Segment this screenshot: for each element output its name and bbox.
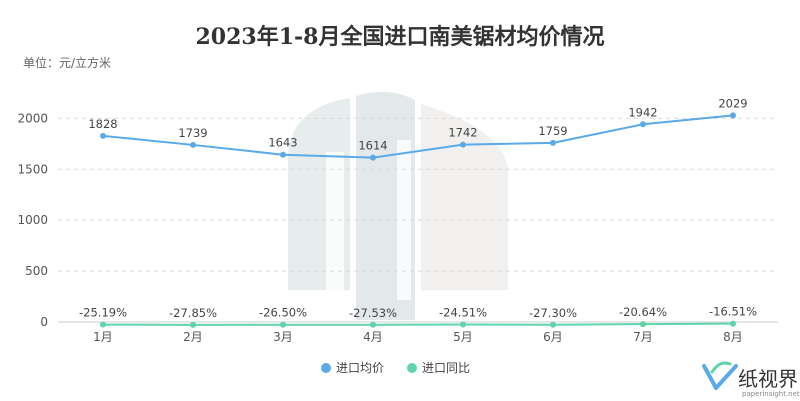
legend: 进口均价 进口同比 xyxy=(321,361,470,375)
y-tick-label: 1000 xyxy=(17,213,48,227)
legend-label-price[interactable]: 进口均价 xyxy=(336,361,384,375)
y-tick-label: 1500 xyxy=(17,162,48,176)
brand-logo-icon xyxy=(702,361,738,390)
data-point-price xyxy=(640,121,646,128)
x-tick-label: 8月 xyxy=(723,330,743,344)
data-point-yoy xyxy=(730,320,736,327)
data-point-yoy xyxy=(280,321,286,328)
data-label-price: 1942 xyxy=(628,105,657,119)
data-label-yoy: -16.51% xyxy=(709,305,757,319)
data-point-price xyxy=(100,132,106,139)
brand-url: paperinsight.net xyxy=(742,390,800,398)
x-tick-label: 4月 xyxy=(363,330,383,344)
series-line-yoy xyxy=(102,322,734,326)
data-point-price xyxy=(460,141,466,148)
legend-marker-price xyxy=(321,363,331,373)
data-point-yoy xyxy=(100,321,106,328)
data-point-yoy xyxy=(370,321,376,328)
data-label-yoy: -27.53% xyxy=(349,306,397,320)
grid-lines xyxy=(58,117,778,323)
data-label-price: 1828 xyxy=(88,117,117,131)
data-label-yoy: -25.19% xyxy=(79,306,127,320)
x-tick-label: 5月 xyxy=(453,330,473,344)
data-point-yoy xyxy=(550,321,556,328)
data-point-price xyxy=(550,139,556,146)
data-point-yoy xyxy=(190,321,196,328)
data-point-yoy xyxy=(640,321,646,328)
legend-marker-yoy xyxy=(407,363,417,373)
data-label-yoy: -24.51% xyxy=(439,305,487,319)
data-point-price xyxy=(190,141,196,148)
watermark-logo-icon xyxy=(288,91,508,320)
data-label-yoy: -27.30% xyxy=(529,306,577,320)
y-tick-label: 2000 xyxy=(17,111,48,125)
data-point-price xyxy=(730,112,736,119)
data-label-price: 1742 xyxy=(448,126,477,140)
series-line-price xyxy=(102,114,734,159)
y-axis-ticks: 0 500 1000 1500 2000 xyxy=(17,111,48,329)
data-label-price: 1614 xyxy=(358,139,387,153)
data-label-yoy: -20.64% xyxy=(619,305,667,319)
data-label-price: 1643 xyxy=(268,136,297,150)
x-tick-label: 1月 xyxy=(93,330,113,344)
data-label-price: 2029 xyxy=(718,96,747,110)
data-label-price: 1739 xyxy=(178,126,207,140)
x-axis-ticks: 1月 2月 3月 4月 5月 6月 7月 8月 xyxy=(93,330,743,344)
data-label-yoy: -27.85% xyxy=(169,306,217,320)
data-label-yoy: -26.50% xyxy=(259,306,307,320)
data-point-yoy xyxy=(460,321,466,328)
x-tick-label: 3月 xyxy=(273,330,293,344)
y-tick-label: 500 xyxy=(25,264,48,278)
data-point-price xyxy=(280,151,286,158)
x-tick-label: 2月 xyxy=(183,330,203,344)
brand-text: 纸视界 xyxy=(738,367,798,391)
x-tick-label: 6月 xyxy=(543,330,563,344)
legend-label-yoy[interactable]: 进口同比 xyxy=(422,361,470,375)
brand-watermark: 纸视界 paperinsight.net xyxy=(702,361,800,398)
x-tick-label: 7月 xyxy=(633,330,653,344)
chart-title: 2023年1-8月全国进口南美锯材均价情况 xyxy=(196,24,605,50)
data-label-price: 1759 xyxy=(538,124,567,138)
unit-label: 单位：元/立方米 xyxy=(23,55,111,70)
series-layer: 1828 1739 1643 1614 1742 1759 1942 2029 -25.19% -… xyxy=(79,96,757,328)
y-tick-label: 0 xyxy=(40,315,48,329)
data-point-price xyxy=(370,154,376,161)
